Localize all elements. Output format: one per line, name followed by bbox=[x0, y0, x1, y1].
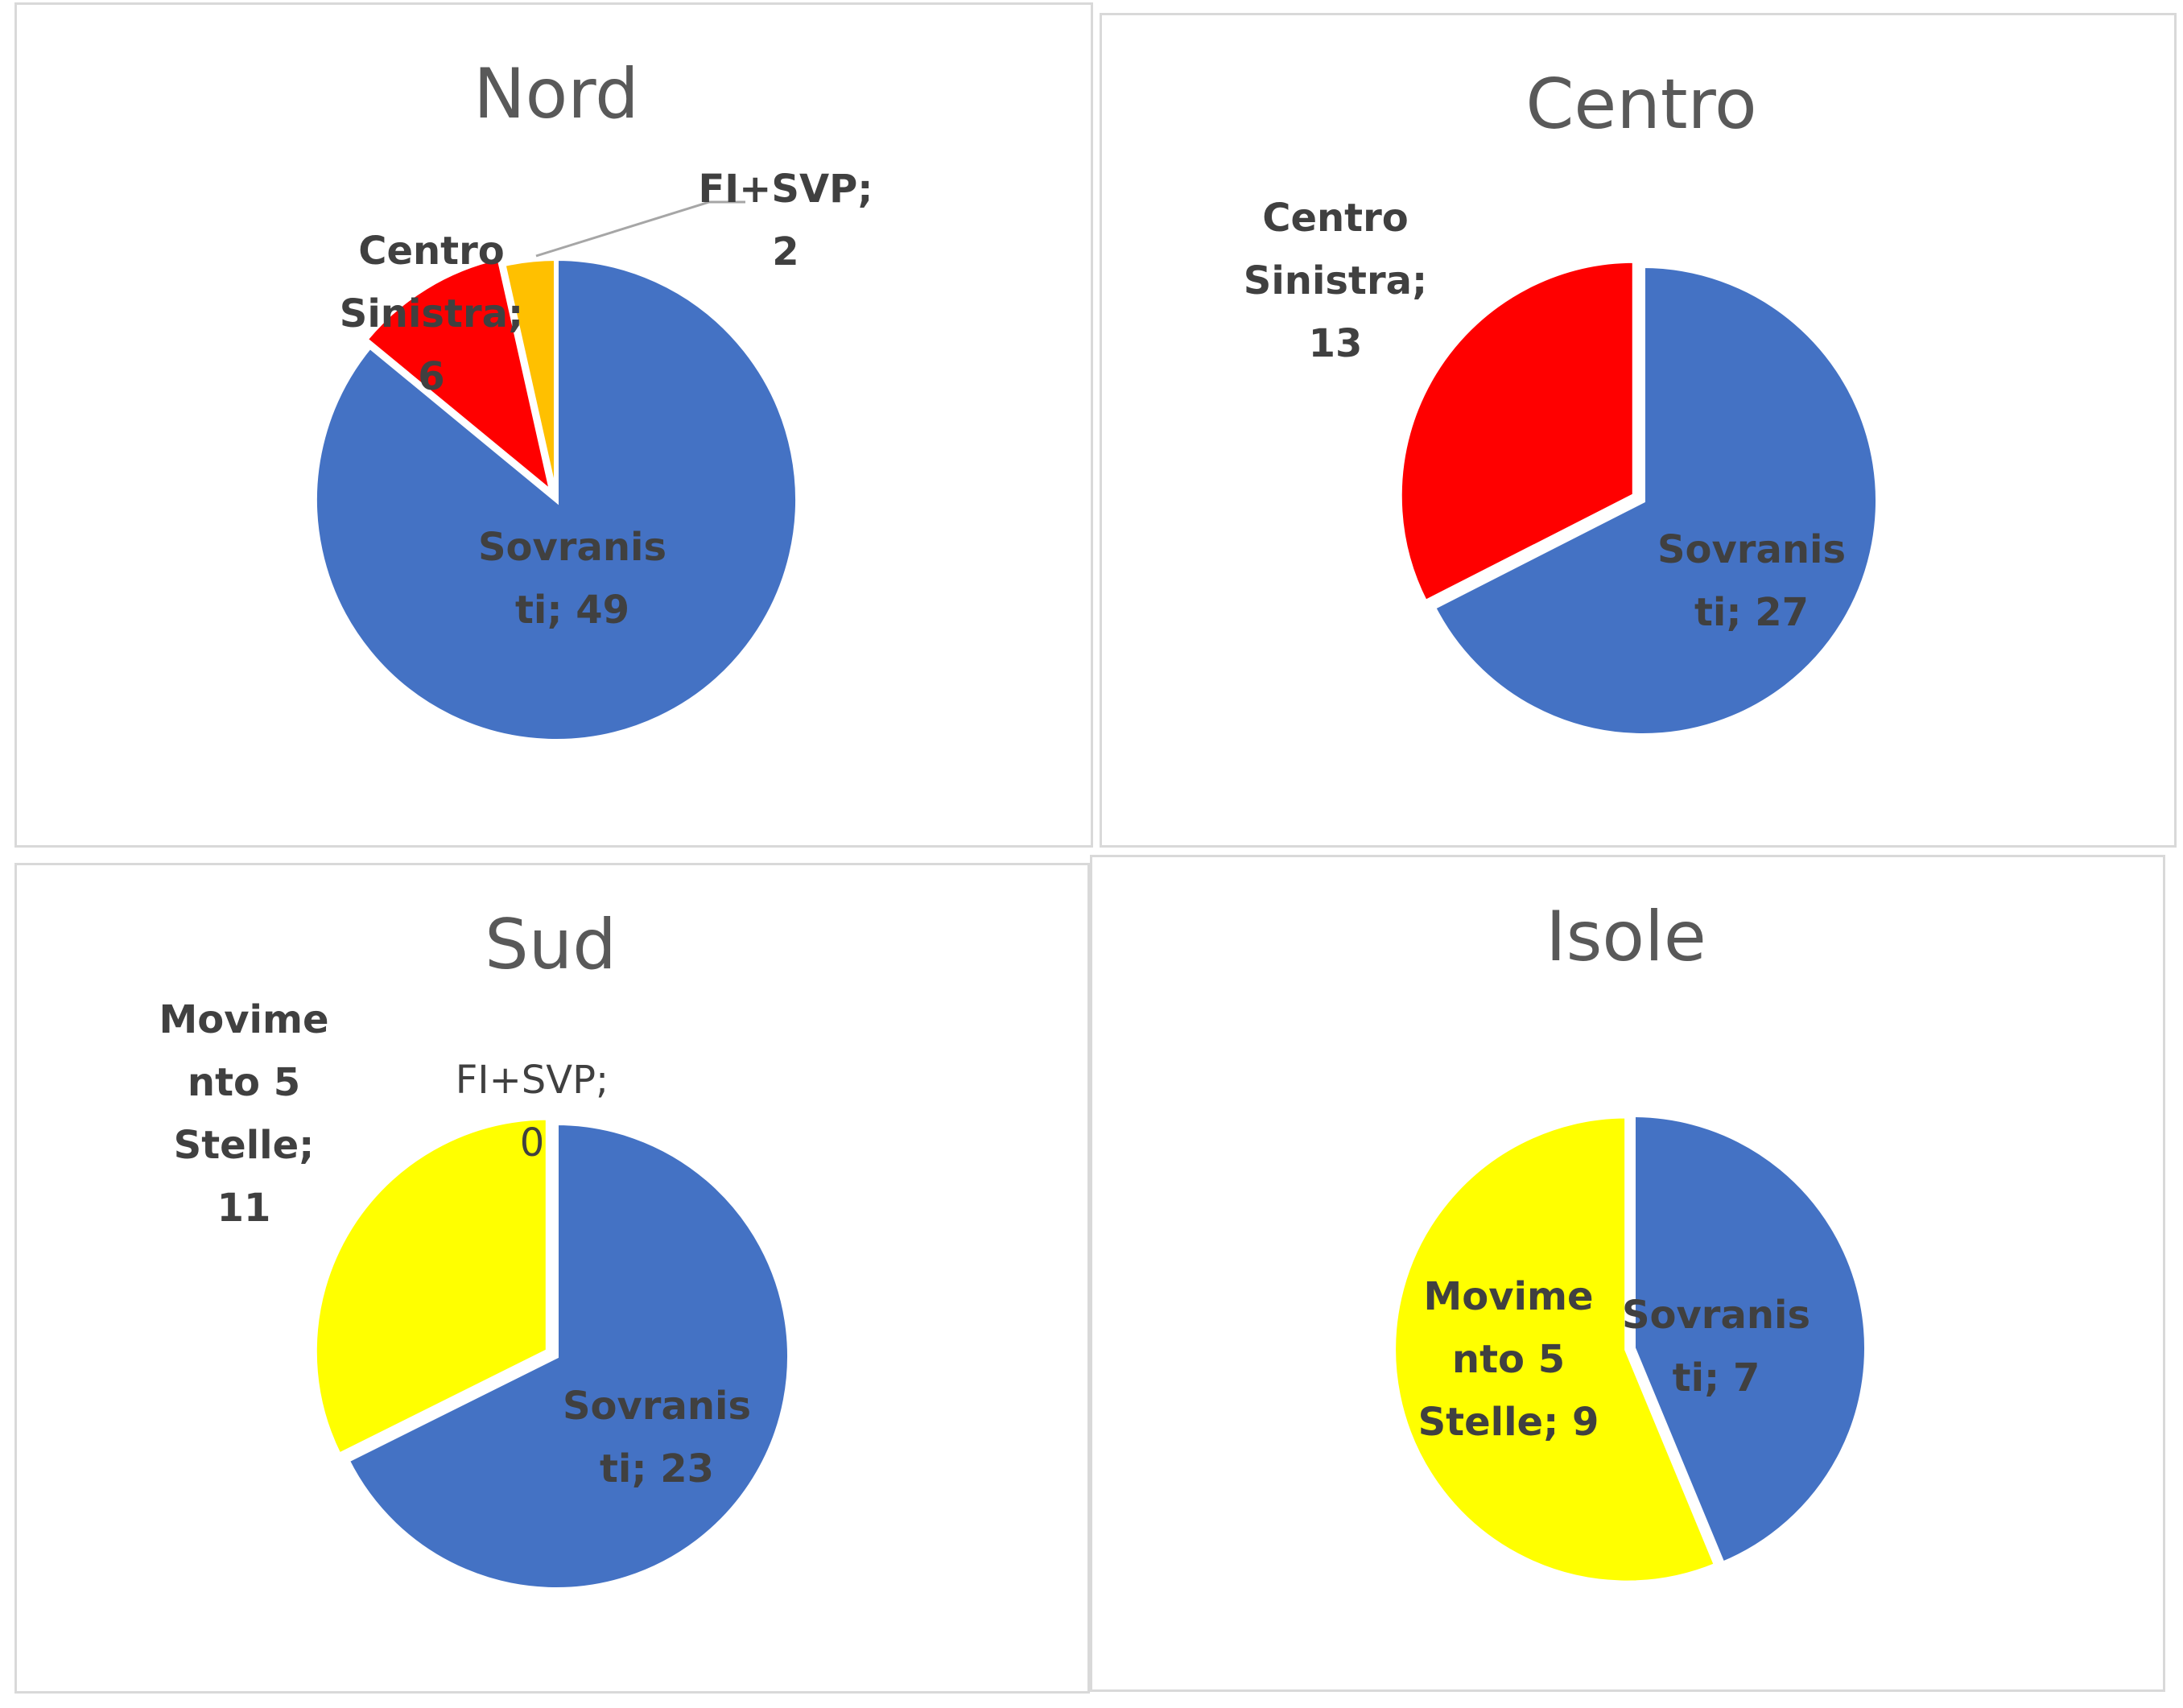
data-label-nord-sovranisti: Sovranis ti; 49 bbox=[478, 525, 666, 633]
pie-slice-nord-centro-sinistra bbox=[361, 254, 556, 500]
pie-slice-nord-fi-svp bbox=[500, 255, 559, 501]
pie-slice-sud-movimento-5-stelle bbox=[312, 1115, 551, 1458]
data-label-sud-sovranisti: Sovranis ti; 23 bbox=[563, 1384, 751, 1491]
pie-slice-centro-centro-sinistra bbox=[1397, 258, 1637, 606]
chart-title-nord: Nord bbox=[473, 54, 638, 134]
chart-panel-isole: Isole Sovranis ti; 7 Movime nto 5 Stelle; 9 bbox=[1090, 855, 2165, 1692]
data-label-isole-sovranisti: Sovranis ti; 7 bbox=[1622, 1293, 1810, 1401]
pie-slice-isole-movimento-5-stelle bbox=[1391, 1113, 1720, 1586]
data-label-centro-centro-sinistra: Centro Sinistra; 13 bbox=[1244, 196, 1427, 366]
data-label-sud-fi-svp: FI+SVP; 0 bbox=[456, 1058, 609, 1165]
data-label-nord-centro-sinistra: Centro Sinistra; 6 bbox=[340, 229, 523, 399]
chart-panel-centro: Centro Sovranis ti; 27 Centro Sinistra; 13 bbox=[1100, 13, 2177, 848]
data-label-sud-movimento-5-stelle: Movime nto 5 Stelle; 11 bbox=[159, 997, 328, 1231]
chart-title-isole: Isole bbox=[1545, 897, 1706, 977]
data-label-nord-fi-svp: FI+SVP; 2 bbox=[699, 167, 873, 274]
pie-slice-centro-sovranisti bbox=[1430, 262, 1880, 738]
pie-chart-nord: Nord Sovranis ti; 49 Centro Sinistra; 6 FI+SVP… bbox=[312, 54, 873, 744]
chart-panel-nord: Nord Sovranis ti; 49 Centro Sinistra; 6 FI+SVP… bbox=[14, 2, 1093, 848]
chart-panel-sud: Sud Sovranis ti; 23 Movime nto 5 Stelle; 11 FI+… bbox=[14, 863, 1090, 1694]
leader-line-nord-fi-svp bbox=[535, 200, 745, 258]
pie-chart-sud: Sud Sovranis ti; 23 Movime nto 5 Stelle; 11 FI+… bbox=[159, 905, 792, 1592]
chart-title-centro: Centro bbox=[1525, 64, 1756, 145]
pie-chart-centro: Centro Sovranis ti; 27 Centro Sinistra; 13 bbox=[1244, 64, 1880, 738]
pie-slice-sud-sovranisti bbox=[344, 1120, 792, 1592]
chart-title-sud: Sud bbox=[485, 905, 617, 985]
data-label-centro-sovranisti: Sovranis ti; 27 bbox=[1657, 527, 1846, 635]
pie-slice-isole-sovranisti bbox=[1631, 1112, 1869, 1567]
data-label-isole-movimento-5-stelle: Movime nto 5 Stelle; 9 bbox=[1418, 1274, 1599, 1445]
